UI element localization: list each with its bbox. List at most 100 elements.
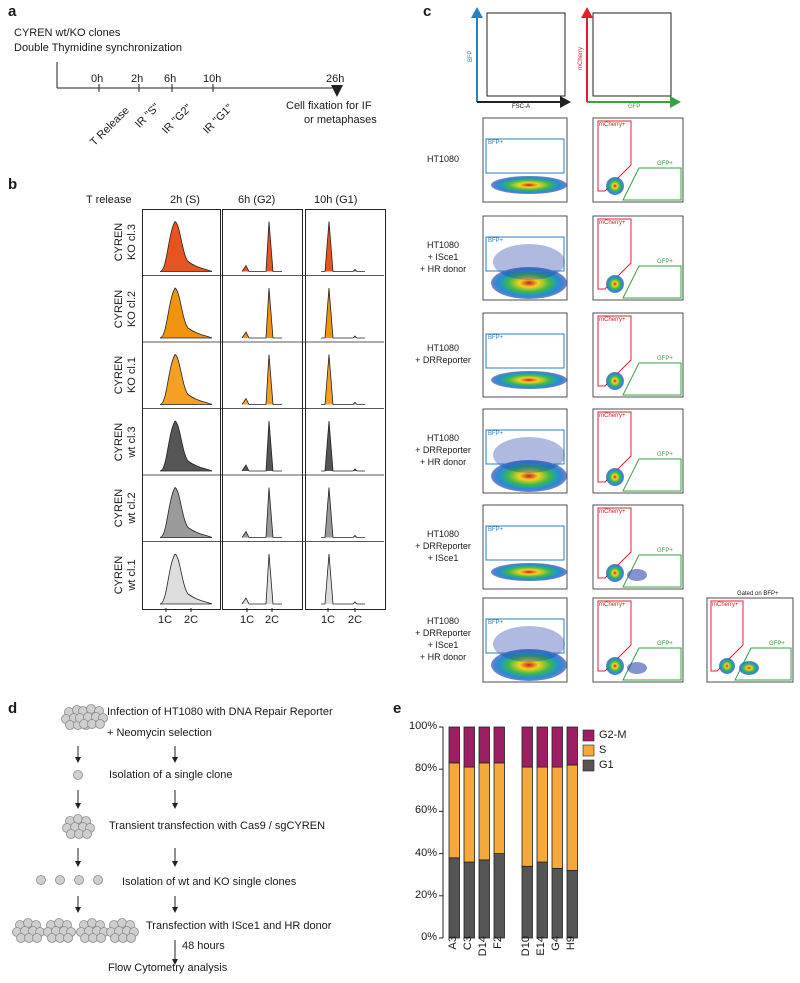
bar-g2-m-c3 — [463, 726, 475, 768]
bar-s-d10 — [521, 766, 533, 867]
sample-label: HT1080 — [426, 240, 460, 250]
sample-label: HT1080 — [426, 616, 460, 626]
step-48-hours: 48 hours — [182, 940, 225, 952]
bar-g2-m-f2 — [493, 726, 505, 764]
panel-a-subtitle: Double Thymidine synchronization — [14, 42, 182, 54]
step-infection: Infection of HT1080 with DNA Repair Repo… — [107, 706, 333, 718]
bfp-gate-label: BFP+ — [488, 431, 504, 437]
legend-swatch — [582, 744, 595, 757]
bfp-gate-label: BFP+ — [488, 140, 504, 146]
bfp-gate — [485, 618, 565, 654]
bar-g1-h9 — [566, 870, 578, 939]
histogram-peak-s — [159, 420, 213, 472]
step-neomycin: + Neomycin selection — [107, 727, 212, 739]
y-tick-label: 60% — [414, 804, 437, 817]
legend-label: S — [599, 744, 607, 756]
histogram-peak-g1 — [321, 553, 365, 605]
sample-label: + DRReporter — [415, 628, 471, 638]
tick-26h: 26h — [326, 73, 345, 85]
bar-g1-a3 — [448, 857, 460, 939]
timeline-svg — [56, 62, 343, 97]
workflow-svg — [0, 0, 178, 965]
bfp-gate — [485, 333, 565, 369]
bar-s-g4 — [551, 766, 563, 869]
y-tick-label: 100% — [409, 720, 438, 732]
panel-letter-e: e — [393, 700, 402, 717]
x-category-label: E14 — [535, 936, 547, 956]
histogram-peak-g1 — [321, 287, 365, 339]
bfp-gate — [485, 429, 565, 465]
histograms-svg — [142, 220, 384, 612]
step-cas9: Transient transfection with Cas9 / sgCYR… — [109, 820, 326, 832]
bar-g2-m-e14 — [536, 726, 548, 768]
density-cloud — [606, 657, 624, 675]
tick-6h: 6h — [164, 73, 177, 85]
panel-a-title: CYREN wt/KO clones — [14, 27, 121, 39]
density-cloud — [719, 658, 735, 674]
axis-label-gfp: GFP — [628, 104, 641, 110]
sample-label: + DRReporter — [415, 445, 471, 455]
gfp-positive-cloud — [627, 662, 647, 674]
gfp-gate — [622, 362, 682, 396]
sample-label: + DRReporter — [415, 355, 471, 365]
mcherry-gate-label: mCherry+ — [599, 509, 626, 515]
bar-g1-f2 — [493, 853, 505, 939]
bar-s-h9 — [566, 764, 578, 871]
sample-label: + ISce1 — [427, 553, 459, 563]
sample-label: HT1080 — [426, 529, 460, 539]
bfp-gate-label: BFP+ — [488, 527, 504, 533]
gfp-gate-label: GFP+ — [657, 259, 673, 265]
sample-label: + ISce1 — [427, 252, 459, 262]
x-category-label: A3 — [447, 936, 459, 950]
gated-on-bfp-label: Gated on BFP+ — [737, 591, 779, 597]
bar-g1-g4 — [551, 867, 563, 939]
sample-label: + HR donor — [419, 264, 467, 274]
mcherry-gate-label: mCherry+ — [599, 602, 626, 608]
gfp-gate-label: GFP+ — [657, 452, 673, 458]
density-cloud — [606, 177, 624, 195]
bar-g2-m-g4 — [551, 726, 563, 768]
col-header-2h: 2h (S) — [170, 194, 200, 206]
endpoint-triangle — [331, 85, 343, 97]
sample-label: HT1080 — [426, 343, 460, 353]
y-tick-label: 80% — [414, 762, 437, 775]
gfp-gate-label: GFP+ — [657, 356, 673, 362]
mcherry-gate-label: mCherry+ — [599, 122, 626, 128]
density-cloud — [491, 563, 567, 581]
x-tick-1c-a: 1C — [158, 614, 173, 626]
col-header-6h: 6h (G2) — [238, 194, 276, 206]
gfp-gate-label: GFP+ — [657, 548, 673, 554]
sample-label: HT1080 — [426, 154, 460, 164]
x-category-label: C3 — [462, 936, 474, 951]
density-cloud — [606, 275, 624, 293]
histogram-peak-g2 — [241, 221, 282, 272]
x-category-label: H9 — [565, 936, 577, 951]
density-cloud — [606, 564, 624, 582]
step-isolation-wt-ko: Isolation of wt and KO single clones — [122, 876, 297, 888]
end-label-2: or metaphases — [304, 114, 377, 126]
gfp-gate-label: GFP+ — [769, 641, 785, 647]
gfp-gate — [622, 167, 682, 201]
bar-s-a3 — [448, 762, 460, 859]
bar-s-c3 — [463, 766, 475, 863]
flow-plots-svg — [482, 117, 794, 683]
bfp-gate-label: BFP+ — [488, 238, 504, 244]
panel-letter-d: d — [8, 700, 18, 717]
density-cloud — [491, 649, 567, 681]
histogram-peak-g2 — [241, 420, 282, 472]
legend-label: G2-M — [599, 729, 627, 741]
gfp-gate-label: GFP+ — [657, 641, 673, 647]
gfp-positive-cloud — [627, 569, 647, 581]
bar-g2-m-a3 — [448, 726, 460, 764]
legend-label: G1 — [599, 759, 614, 771]
x-category-label: D14 — [477, 936, 489, 957]
step-transfection: Transfection with ISce1 and HR donor — [146, 920, 332, 932]
t-release-header: T release — [86, 194, 132, 206]
histogram-peak-g1 — [321, 354, 365, 405]
density-cloud — [491, 176, 567, 194]
y-tick-label: 40% — [414, 846, 437, 859]
y-tick-label: 0% — [421, 931, 437, 943]
panel-letter-c: c — [423, 3, 432, 20]
bar-g1-e14 — [536, 861, 548, 939]
gfp-positive-cloud — [739, 661, 759, 675]
